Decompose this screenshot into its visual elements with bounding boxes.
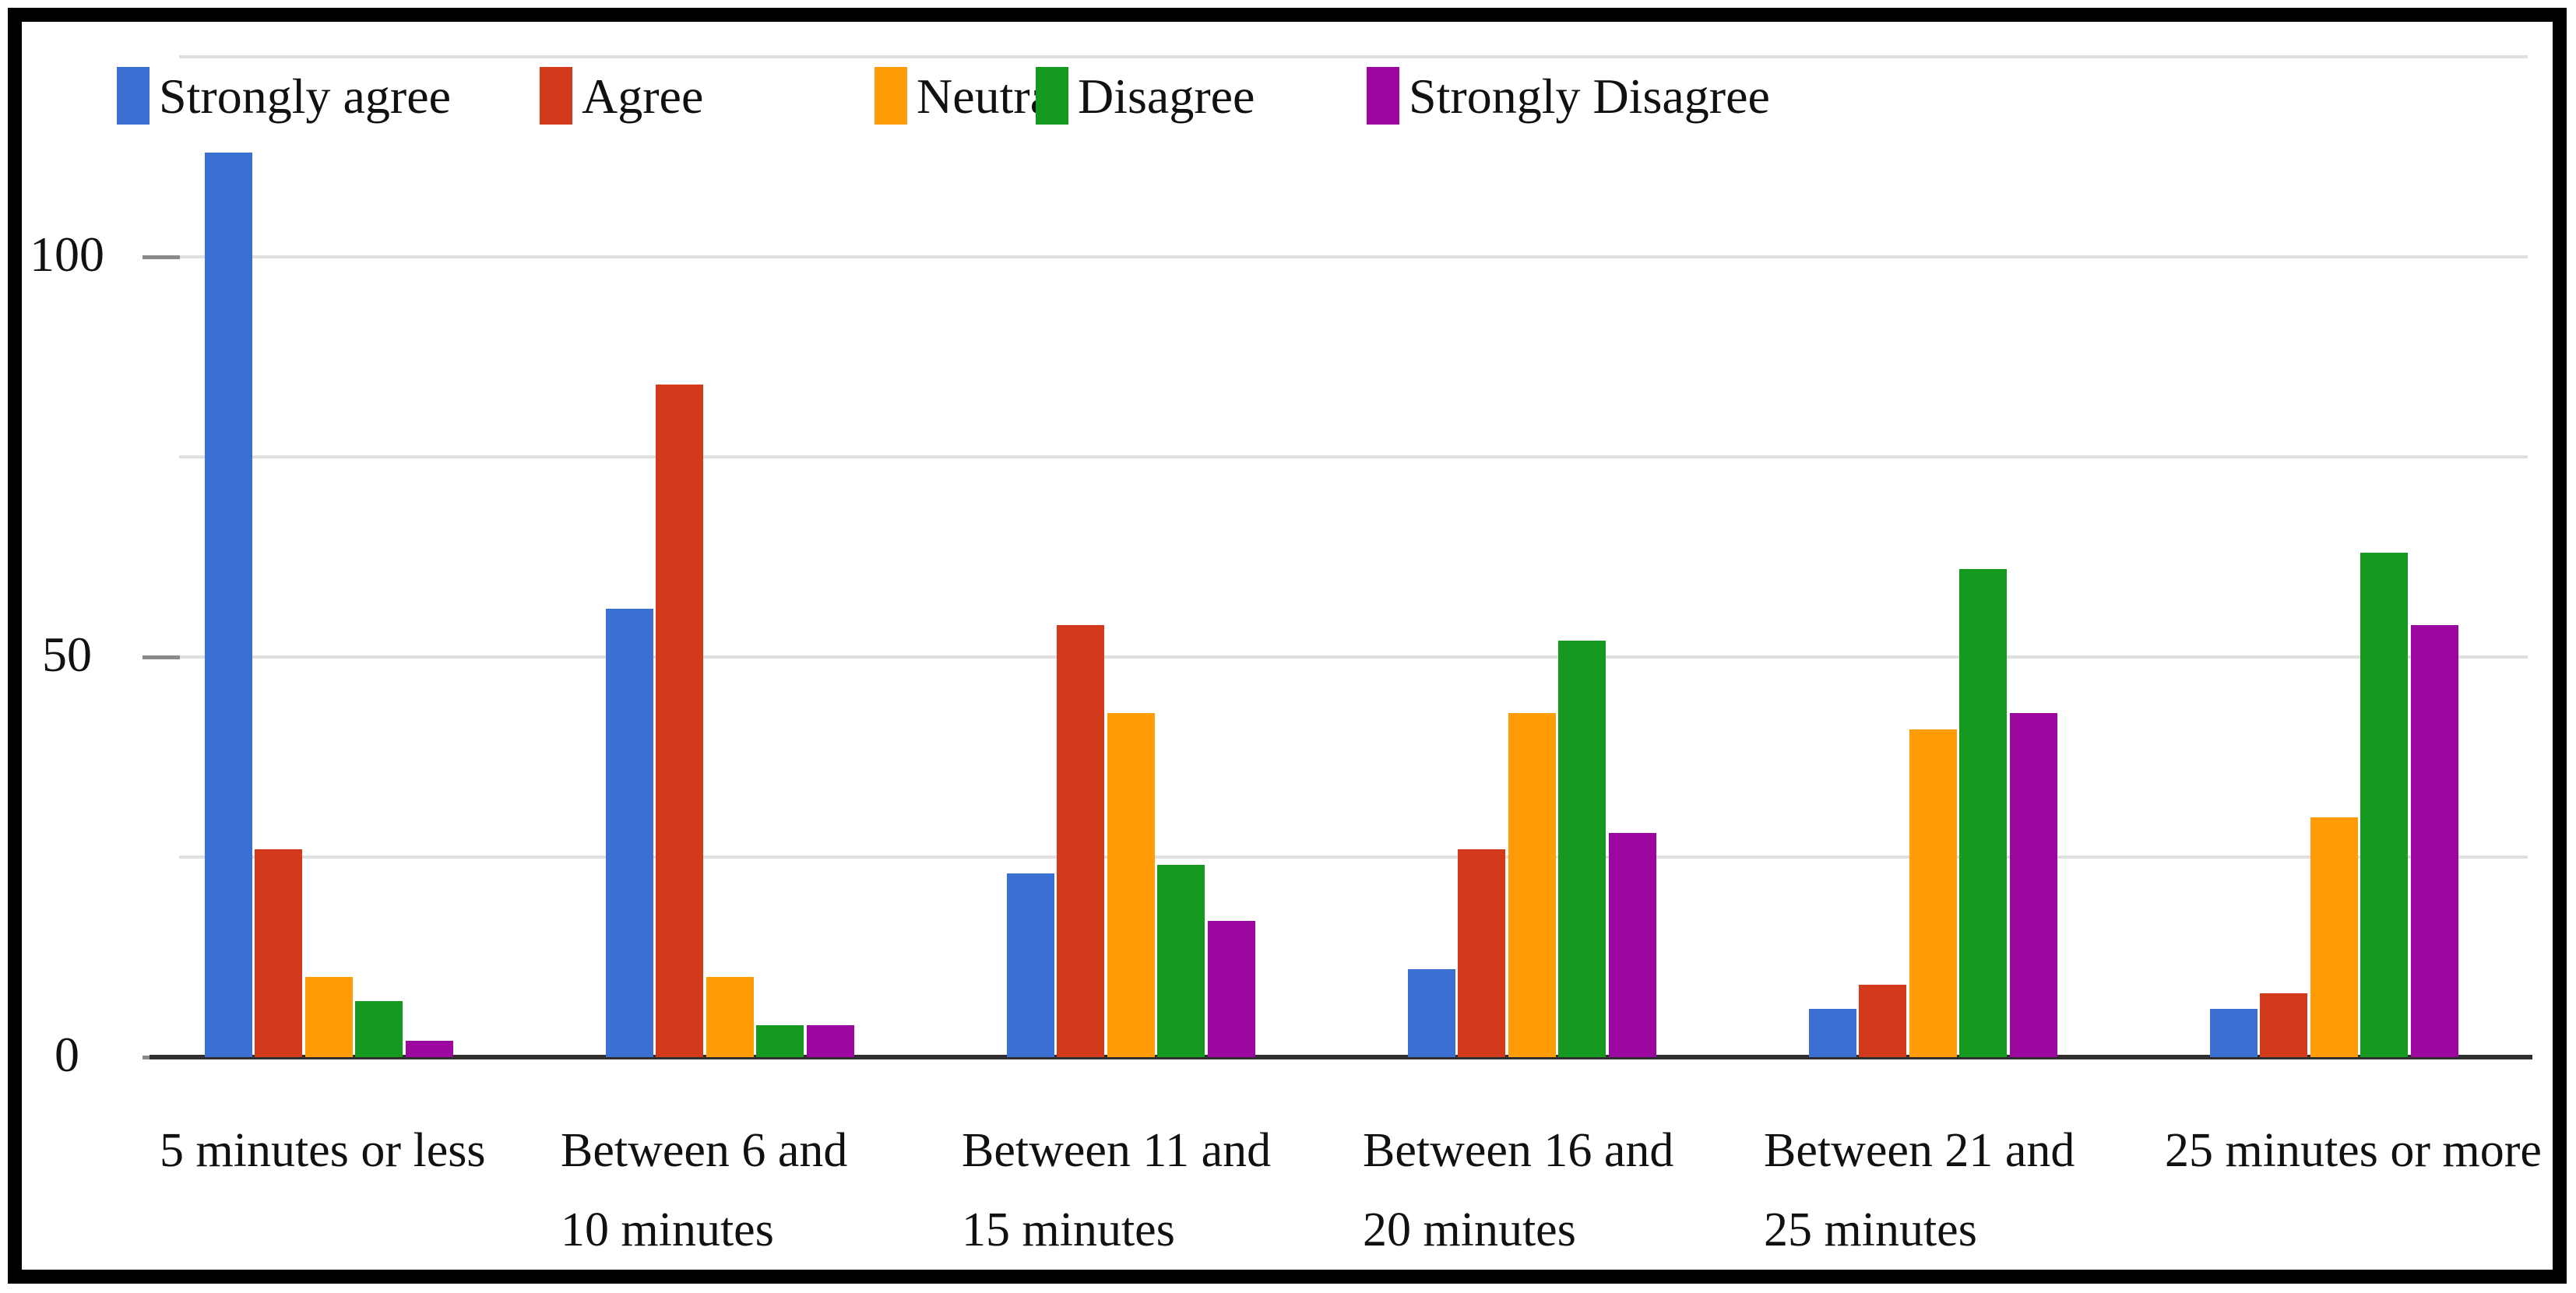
y-axis-label: 50 <box>42 627 92 682</box>
x-axis-label: Between 16 and 20 minutes <box>1363 1112 1673 1270</box>
legend-swatch-icon <box>540 67 572 125</box>
x-axis-label: Between 11 and 15 minutes <box>962 1112 1271 1270</box>
legend-label: Strongly agree <box>159 69 451 124</box>
x-axis-label: 5 minutes or less <box>160 1112 485 1191</box>
bar-agree-group-4 <box>1458 849 1506 1057</box>
bar-strongly-agree-group-3 <box>1007 873 1054 1057</box>
bar-agree-group-6 <box>2260 993 2308 1057</box>
legend-swatch-icon <box>1367 67 1399 125</box>
x-axis-label: Between 21 and 25 minutes <box>1764 1112 2075 1270</box>
bar-strongly-agree-group-4 <box>1408 968 1455 1057</box>
bar-neutral-group-4 <box>1508 712 1556 1057</box>
x-axis-line <box>150 1055 2532 1059</box>
bar-strongly-disagree-group-2 <box>806 1024 854 1057</box>
bar-strongly-disagree-group-4 <box>1608 833 1656 1057</box>
bar-strongly-disagree-group-1 <box>405 1041 453 1057</box>
chart-frame <box>8 8 2567 1284</box>
bar-strongly-disagree-group-3 <box>1207 921 1255 1057</box>
x-axis-label: Between 6 and 10 minutes <box>561 1112 847 1270</box>
legend-label: Strongly Disagree <box>1409 69 1770 124</box>
x-axis-label-line: 25 minutes <box>1764 1203 1977 1256</box>
bar-neutral-group-3 <box>1107 712 1155 1057</box>
x-axis-label-line: Between 6 and <box>561 1124 848 1177</box>
legend-swatch-icon <box>875 67 907 125</box>
x-axis-label-line: 15 minutes <box>962 1203 1175 1256</box>
x-axis-label-line: 10 minutes <box>561 1203 774 1256</box>
bar-neutral-group-6 <box>2310 817 2358 1057</box>
bar-strongly-agree-group-6 <box>2210 1009 2258 1057</box>
x-axis-label-line: 5 minutes or less <box>160 1124 486 1177</box>
x-axis-label-line: 20 minutes <box>1363 1203 1576 1256</box>
y-axis-label: 100 <box>30 227 104 282</box>
bar-neutral-group-5 <box>1909 729 1957 1057</box>
bar-agree-group-2 <box>656 385 704 1057</box>
bar-neutral-group-1 <box>304 977 353 1057</box>
bar-agree-group-1 <box>255 849 303 1057</box>
x-axis-label-line: Between 11 and <box>962 1124 1272 1177</box>
legend-swatch-icon <box>117 67 150 125</box>
legend-swatch-icon <box>1036 67 1068 125</box>
bar-disagree-group-6 <box>2360 553 2409 1057</box>
bar-disagree-group-4 <box>1558 641 1606 1057</box>
legend-label: Agree <box>582 69 704 124</box>
bar-agree-group-5 <box>1859 985 1907 1057</box>
gridline <box>179 856 2528 859</box>
bar-strongly-disagree-group-5 <box>2009 712 2057 1057</box>
bar-strongly-disagree-group-6 <box>2410 624 2458 1057</box>
y-axis-tick <box>143 655 180 659</box>
gridline <box>179 255 2528 258</box>
bar-disagree-group-1 <box>355 1001 403 1057</box>
y-axis-label: 0 <box>55 1027 79 1082</box>
legend-label: Disagree <box>1078 69 1255 124</box>
bar-disagree-group-2 <box>756 1024 804 1057</box>
x-axis-label: 25 minutes or more <box>2165 1112 2542 1191</box>
bar-disagree-group-5 <box>1959 568 2008 1057</box>
bar-strongly-agree-group-5 <box>1809 1009 1856 1057</box>
bar-disagree-group-3 <box>1157 865 1205 1057</box>
x-axis-label-line: Between 21 and <box>1764 1124 2075 1177</box>
bar-strongly-agree-group-2 <box>606 609 653 1057</box>
bar-agree-group-3 <box>1057 624 1105 1057</box>
gridline <box>179 655 2528 659</box>
x-axis-label-line: Between 16 and <box>1363 1124 1674 1177</box>
x-axis-label-line: 25 minutes or more <box>2165 1124 2542 1177</box>
y-axis-tick <box>143 255 180 259</box>
bar-neutral-group-2 <box>706 977 754 1057</box>
gridline <box>179 455 2528 459</box>
gridline <box>179 55 2528 58</box>
bar-strongly-agree-group-1 <box>205 153 252 1057</box>
